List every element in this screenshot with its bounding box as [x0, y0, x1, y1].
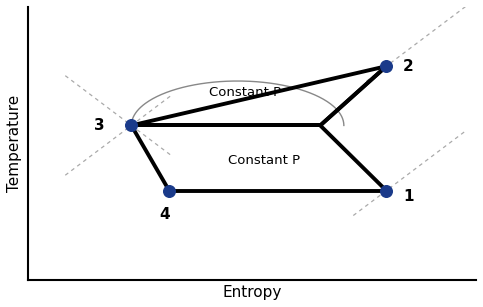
Text: 2: 2: [403, 59, 413, 74]
Text: 4: 4: [160, 207, 170, 222]
Text: Constant P: Constant P: [209, 86, 281, 99]
Text: 1: 1: [403, 189, 413, 204]
Point: [383, 64, 390, 69]
Y-axis label: Temperature: Temperature: [7, 95, 22, 192]
Point: [165, 188, 173, 193]
Point: [128, 123, 135, 128]
Point: [383, 188, 390, 193]
Text: 3: 3: [94, 118, 104, 133]
X-axis label: Entropy: Entropy: [222, 285, 282, 300]
Text: Constant P: Constant P: [227, 154, 299, 168]
